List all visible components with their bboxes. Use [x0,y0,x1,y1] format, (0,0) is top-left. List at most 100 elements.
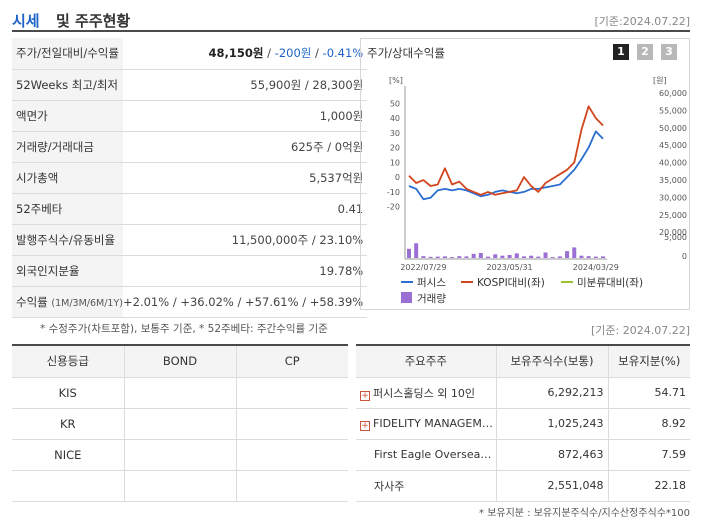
expand-icon[interactable]: + [360,420,370,431]
volume-bar [457,256,462,258]
return-6m: +57.61% [245,294,299,309]
left-tick-label: 0 [395,173,400,182]
shareholder-table: 주요주주 보유주식수(보통) 보유지분(%) + 퍼시스홀딩스 외 10인 6,2… [356,344,690,502]
volume-bar [450,257,455,258]
volume-tick-label: 0 [682,252,687,261]
table-row: 52주베타 0.41 [12,193,368,225]
holding-percent: 8.92 [608,408,690,440]
row-value: 1,000원 [123,100,368,132]
shareholder-name: 자사주 [356,470,497,502]
left-tick-label: 50 [390,99,400,108]
holding-percent: 7.59 [608,439,690,471]
shareholder-name[interactable]: + FIDELITY MANAGEM… [356,408,497,440]
volume-bar [407,248,411,258]
volume-bar [428,256,433,258]
row-value: 5,537억원 [123,162,368,194]
price-change-rate: -0.41% [322,46,364,61]
current-price: 48,150원 [208,46,264,61]
volume-bar [507,255,512,258]
volume-bar [471,253,476,258]
x-tick-label: 2022/07/29 [400,263,446,272]
section-title-accent: 시세 [12,12,40,30]
row-label: 52주베타 [12,193,123,225]
left-tick-label: 30 [390,129,400,138]
volume-bar [500,255,505,258]
volume-bar [565,251,570,258]
return-1y: +58.39% [309,294,364,309]
cp-rating [236,408,348,440]
cp-rating [236,439,348,471]
expand-icon[interactable]: + [360,390,370,401]
volume-bar [601,256,605,258]
table-row: 수익률 (1M/3M/6M/1Y) +2.01% / +36.02% / +57… [12,286,368,318]
volume-bar [421,256,426,258]
shareholder-footnote: * 보유지분 : 보유지분주식수/지수산정주식수*100 [479,508,690,519]
chart-page-1-button[interactable]: 1 [613,44,629,60]
bond-rating [124,408,237,440]
shareholder-base-date: [기준: 2024.07.22] [590,324,690,337]
table-row: KIS [12,377,348,409]
shares-held: 1,025,243 [496,408,609,440]
volume-bar [442,256,447,258]
table-row: + FIDELITY MANAGEM… 1,025,243 8.92 [356,408,690,440]
right-tick-label: 25,000 [659,211,687,220]
row-value: 0.41 [123,193,368,225]
right-axis-unit: [원] [653,76,667,85]
column-header: 보유지분(%) [608,345,690,378]
x-tick-label: 2023/05/31 [487,263,533,272]
price-footnote: * 수정주가(차트포함), 보통주 기준, * 52주베타: 주간수익률 기준 [40,323,328,335]
volume-bar [593,256,598,258]
chart-page-2-button[interactable]: 2 [637,44,653,60]
rating-agency: KIS [12,377,125,409]
chart-page-3-button[interactable]: 3 [661,44,677,60]
volume-bar [493,254,498,258]
left-tick-label: 20 [390,144,400,153]
row-value: 11,500,000주 / 23.10% [123,224,368,256]
shareholder-name: First Eagle Overseas … [356,439,497,471]
section-header: 시세 및 주주현황 [기준:2024.07.22] [12,8,690,32]
legend-label: 퍼시스 [417,277,446,289]
left-tick-label: -20 [387,203,400,212]
right-tick-label: 40,000 [659,159,687,168]
table-header-row: 신용등급 BOND CP [12,345,348,378]
right-tick-label: 20,000 [659,228,687,237]
column-header: 보유주식수(보통) [496,345,609,378]
rating-agency: KR [12,408,125,440]
holding-percent: 54.71 [608,377,690,409]
bond-rating [124,470,237,502]
cp-rating [236,377,348,409]
price-change: -200원 [274,46,312,61]
volume-bar [586,256,591,258]
volume-bar [557,256,562,258]
price-info-table: 주가/전일대비/수익률 48,150원 / -200원 / -0.41% 52W… [12,38,368,318]
volume-bar [464,256,469,258]
return-1m: +2.01% [123,294,170,309]
volume-bar [536,256,541,258]
rating-agency: NICE [12,439,125,471]
volume-bar [543,252,548,258]
shareholder-name[interactable]: + 퍼시스홀딩스 외 10인 [356,377,497,409]
right-tick-label: 35,000 [659,176,687,185]
table-row: 외국인지분율 19.78% [12,255,368,287]
price-chart: [%] [원] 50 40 30 20 10 0 -10 -20 60,000 55,000 50,00… [387,76,687,305]
return-period-hint: (1M/3M/6M/1Y) [51,297,123,309]
column-header: CP [236,345,348,378]
return-values: +2.01% / +36.02% / +57.61% / +58.39% [123,286,368,318]
rating-agency [12,470,125,502]
return-3m: +36.02% [180,294,234,309]
row-value: 19.78% [123,255,368,287]
volume-bar [435,256,440,258]
left-tick-label: 10 [390,158,400,167]
chart-panel: 주가/상대수익률 1 2 3 [%] [원] 50 40 30 20 10 0 -10 -20 60… [360,38,690,310]
row-label: 발행주식수/유동비율 [12,224,123,256]
volume-bar [514,253,519,258]
table-row: 52Weeks 최고/최저 55,900원 / 28,300원 [12,69,368,101]
row-label: 시가총액 [12,162,123,194]
volume-bar [529,255,534,258]
price-value: 48,150원 / -200원 / -0.41% [123,38,368,70]
table-row: 발행주식수/유동비율 11,500,000주 / 23.10% [12,224,368,256]
right-tick-label: 60,000 [659,89,687,98]
legend-bar-swatch [401,292,412,303]
table-row: KR [12,408,348,440]
table-row: 주가/전일대비/수익률 48,150원 / -200원 / -0.41% [12,38,368,70]
